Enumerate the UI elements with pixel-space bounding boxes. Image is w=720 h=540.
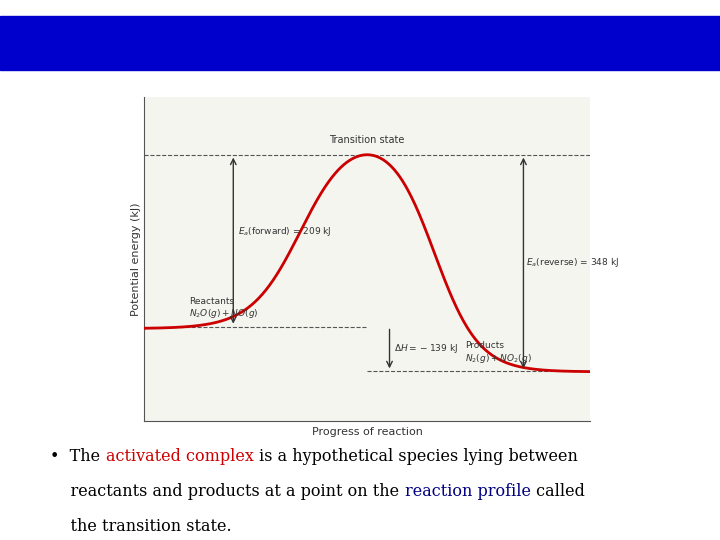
Text: activated complex: activated complex: [106, 448, 253, 465]
Text: $E_a$(forward) = 209 kJ: $E_a$(forward) = 209 kJ: [238, 225, 331, 238]
Text: is a hypothetical species lying between: is a hypothetical species lying between: [253, 448, 577, 465]
Text: $E_a$(reverse) = 348 kJ: $E_a$(reverse) = 348 kJ: [526, 256, 618, 269]
Text: Products
$N_2(g) + NO_2(g)$: Products $N_2(g) + NO_2(g)$: [465, 341, 532, 365]
Text: Transition state: Transition state: [329, 136, 405, 145]
Text: reaction profile: reaction profile: [405, 483, 531, 500]
Text: Reactants
$N_2O(g) + NO(g)$: Reactants $N_2O(g) + NO(g)$: [189, 296, 258, 320]
Text: •  The: • The: [50, 448, 106, 465]
X-axis label: Progress of reaction: Progress of reaction: [312, 427, 423, 437]
Text: the transition state.: the transition state.: [50, 518, 232, 535]
Text: $\Delta H = -139$ kJ: $\Delta H = -139$ kJ: [394, 342, 458, 355]
Text: reactants and products at a point on the: reactants and products at a point on the: [50, 483, 405, 500]
Text: called: called: [531, 483, 585, 500]
Y-axis label: Potential energy (kJ): Potential energy (kJ): [131, 202, 141, 316]
Text: Transition State Theory: Transition State Theory: [158, 28, 562, 59]
